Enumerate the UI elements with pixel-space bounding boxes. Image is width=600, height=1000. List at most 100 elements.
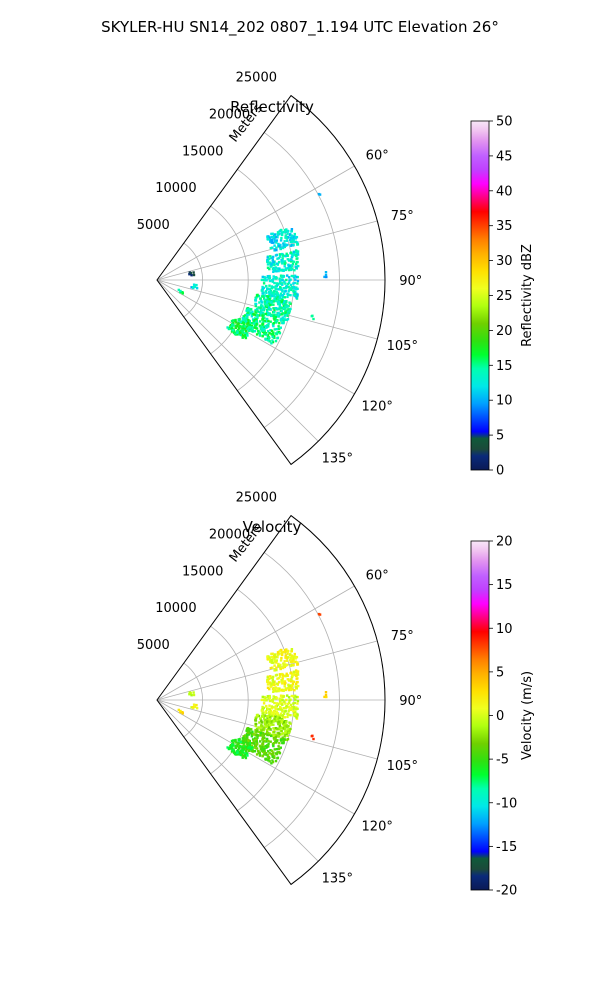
echo-pixel <box>267 739 270 743</box>
echo-pixel <box>272 260 275 264</box>
echo-pixel <box>295 241 299 244</box>
echo-pixel <box>261 707 265 710</box>
echo-pixel <box>274 719 277 722</box>
echo-pixel <box>275 702 279 706</box>
echo-pixel <box>271 335 274 338</box>
angular-tick-label: 75° <box>391 209 414 224</box>
echo-pixel <box>252 733 256 736</box>
echo-pixel <box>268 687 271 691</box>
echo-pixel <box>278 727 281 730</box>
echo-pixel <box>270 749 274 752</box>
echo-pixel <box>272 714 275 718</box>
angular-gridline <box>156 279 355 395</box>
echo-pixel <box>241 330 244 334</box>
echo-pixel <box>273 267 276 270</box>
echo-pixel <box>255 734 259 737</box>
echo-pixel <box>273 696 277 699</box>
echo-pixel <box>273 756 276 759</box>
echo-pixel <box>275 282 279 286</box>
velocity-panel: Velocity 500010000150002000025000Meters6… <box>137 491 535 899</box>
echo-pixel <box>266 754 270 757</box>
echo-pixel <box>276 231 280 234</box>
echo-pixel <box>292 286 296 289</box>
echo-pixel <box>276 233 279 236</box>
echo-pixel <box>260 305 264 308</box>
echo-pixel <box>277 735 280 738</box>
echo-pixel <box>275 320 278 323</box>
echo-pixel <box>283 738 286 741</box>
echo-pixel <box>275 673 279 677</box>
echo-pixel <box>289 703 293 707</box>
angular-tick-label: 90° <box>399 274 422 289</box>
echo-pixel <box>226 746 229 749</box>
echo-pixel <box>283 685 286 688</box>
echo-pixel <box>261 322 264 326</box>
echo-pixel <box>283 315 286 318</box>
echo-pixel <box>290 268 293 272</box>
echo-pixel <box>286 229 289 233</box>
echo-pixel <box>246 328 249 331</box>
echo-pixel <box>283 260 287 263</box>
echo-pixel <box>241 317 244 320</box>
echo-pixel <box>277 261 281 264</box>
echo-pixel <box>287 728 290 731</box>
echo-pixel <box>311 734 314 737</box>
angular-tick-label: 75° <box>391 629 414 644</box>
echo-pixel <box>284 261 287 265</box>
echo-pixel <box>283 312 287 316</box>
echo-pixel <box>324 271 328 274</box>
echo-pixel <box>260 721 264 724</box>
echo-pixel <box>273 248 276 251</box>
echo-pixel <box>283 265 286 268</box>
echo-pixel <box>285 252 288 255</box>
echo-pixel <box>259 726 262 730</box>
echo-pixel <box>288 658 292 662</box>
echo-pixel <box>257 310 261 314</box>
echo-pixel <box>252 742 256 745</box>
echo-pixel <box>258 734 261 737</box>
echo-pixel <box>287 266 290 270</box>
echo-pixel <box>269 675 272 678</box>
echo-pixel <box>293 655 297 658</box>
echo-pixel <box>276 257 279 260</box>
echo-pixel <box>273 738 276 741</box>
echo-pixel <box>279 318 283 322</box>
echo-pixel <box>284 268 288 272</box>
echo-pixel <box>270 661 273 664</box>
radial-tick-label: 20000 <box>209 527 250 542</box>
echo-pixel <box>259 731 263 735</box>
echo-pixel <box>266 330 270 333</box>
echo-pixel <box>295 250 298 254</box>
echo-pixel <box>272 695 275 698</box>
echo-pixel <box>260 278 264 282</box>
echo-pixel <box>273 233 277 236</box>
echo-pixel <box>260 289 263 292</box>
echo-pixel <box>288 287 292 290</box>
echo-pixel <box>266 334 270 337</box>
angular-gridline <box>156 699 355 815</box>
echo-pixel <box>238 318 241 322</box>
echo-pixel <box>282 275 285 278</box>
echo-pixel <box>297 264 300 268</box>
echo-pixel <box>293 253 296 256</box>
echo-pixel <box>268 718 271 721</box>
echo-pixel <box>290 657 293 660</box>
echo-pixel <box>267 339 270 342</box>
echo-pixel <box>281 254 285 257</box>
echo-pixel <box>287 276 291 279</box>
echo-pixel <box>289 251 293 254</box>
echo-pixel <box>276 727 279 730</box>
radial-tick-label: 10000 <box>155 601 196 616</box>
echo-pixel <box>273 701 276 705</box>
echo-pixel <box>323 275 326 279</box>
echo-pixel <box>254 324 257 327</box>
echo-pixel <box>270 292 274 295</box>
echo-pixel <box>275 740 278 743</box>
echo-pixel <box>287 731 291 734</box>
echo-pixel <box>231 324 235 327</box>
echo-pixel <box>195 707 199 710</box>
echo-pixel <box>188 691 191 694</box>
echo-pixel <box>265 309 269 312</box>
echo-pixel <box>312 737 315 741</box>
echo-pixel <box>266 300 269 303</box>
